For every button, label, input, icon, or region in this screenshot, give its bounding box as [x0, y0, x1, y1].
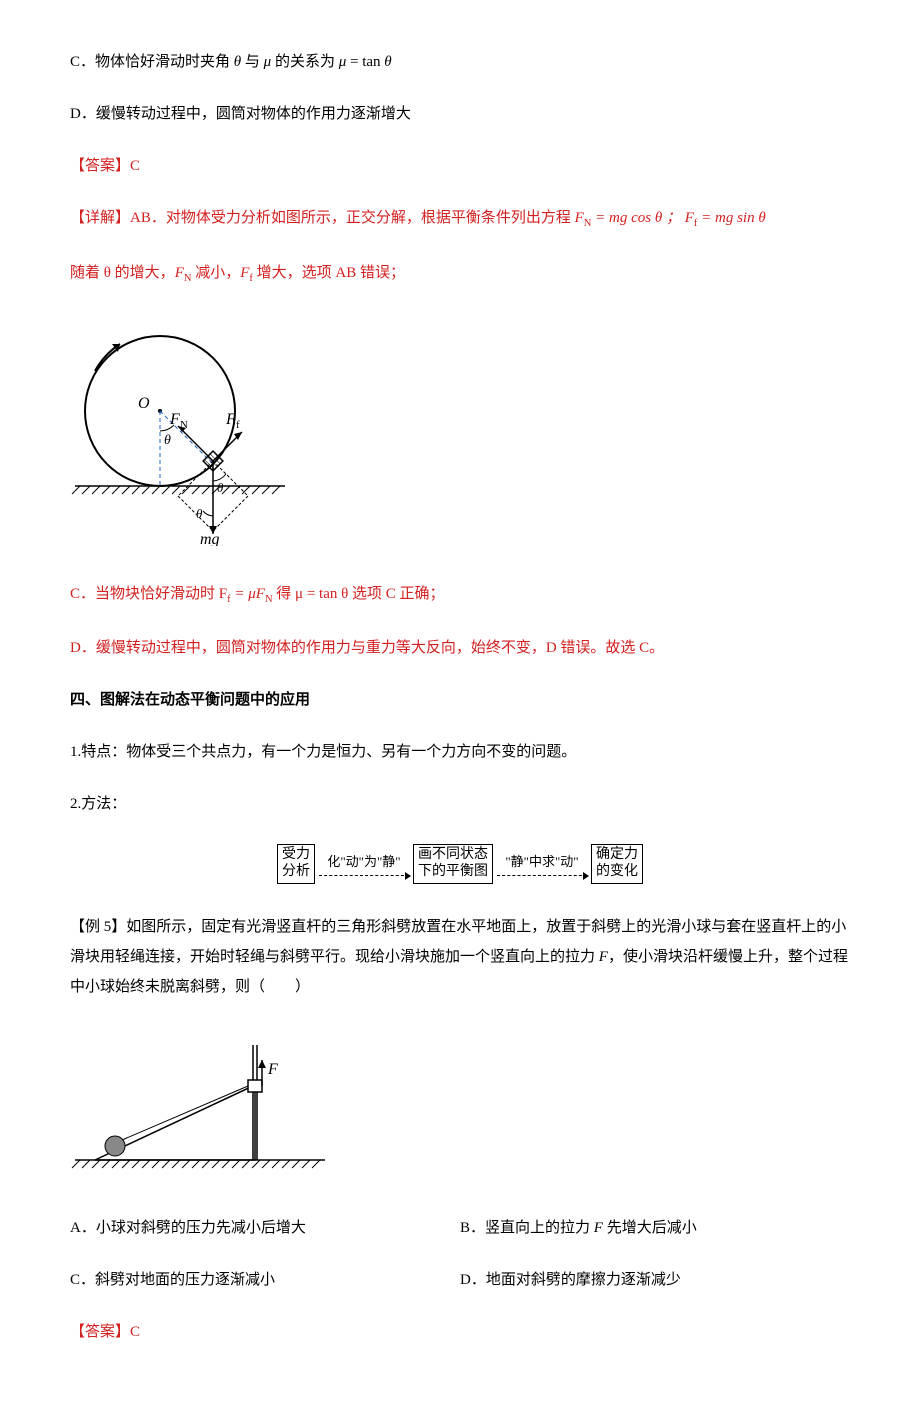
eq2-F: F	[685, 210, 694, 226]
eq1-F: F	[575, 210, 584, 226]
flow-arrow2: "静"中求"动"	[497, 852, 587, 876]
explain-d: D．缓慢转动过程中，圆筒对物体的作用力与重力等大反向，始终不变，D 错误。故选 …	[70, 636, 850, 660]
svg-text:F: F	[225, 411, 236, 428]
flow-box2: 画不同状态 下的平衡图	[413, 844, 493, 884]
example5: 【例 5】如图所示，固定有光滑竖直杆的三角形斜劈放置在水平地面上，放置于斜劈上的…	[70, 912, 850, 1002]
flow-box2-l2: 下的平衡图	[418, 864, 488, 881]
explain-ab-l2-end: 增大，选项 AB 错误；	[253, 265, 405, 281]
point2: 2.方法：	[70, 792, 850, 816]
svg-text:f: f	[236, 419, 240, 431]
explain-ab-l2-mid1: 减小，	[191, 265, 240, 281]
explain-c-end: 得 μ = tan θ 选项 C 正确；	[273, 586, 445, 602]
flow-box3: 确定力 的变化	[591, 844, 643, 884]
options-row-2: C．斜劈对地面的压力逐渐减小 D．地面对斜劈的摩擦力逐渐减少	[70, 1268, 850, 1292]
explain-ab-line1: 【详解】AB．对物体受力分析如图所示，正交分解，根据平衡条件列出方程 FN = …	[70, 206, 850, 233]
flow-box1-l2: 分析	[282, 864, 310, 881]
eq2-end: = mg sin θ	[697, 210, 765, 226]
opt-d: D．地面对斜劈的摩擦力逐渐减少	[460, 1268, 850, 1292]
explain-label: 【详解】	[70, 210, 130, 226]
svg-text:F: F	[169, 411, 180, 428]
opt-b: B．竖直向上的拉力 F 先增大后减小	[460, 1216, 850, 1240]
svg-text:θ: θ	[164, 433, 171, 448]
opt-c: C．斜劈对地面的压力逐渐减小	[70, 1268, 460, 1292]
answer2-line: 【答案】C	[70, 1320, 850, 1344]
flow-arrow1: 化"动"为"静"	[319, 852, 409, 876]
flow-arrow2-label: "静"中求"动"	[505, 852, 578, 873]
diagram-cylinder: O θ F N F f mg θ	[70, 316, 850, 554]
flow-arrow1-label: 化"动"为"静"	[327, 852, 400, 873]
answer2-value: C	[130, 1324, 140, 1340]
explain-c: C．当物块恰好滑动时 Ff = μFN 得 μ = tan θ 选项 C 正确；	[70, 582, 850, 609]
answer-label: 【答案】	[70, 158, 130, 174]
svg-text:O: O	[138, 395, 150, 412]
option-d-top: D．缓慢转动过程中，圆筒对物体的作用力逐渐增大	[70, 102, 850, 126]
diagram-incline: F	[70, 1030, 850, 1188]
opt-a: A．小球对斜劈的压力先减小后增大	[70, 1216, 460, 1240]
answer-line: 【答案】C	[70, 154, 850, 178]
explain-ab-l2-fn: F	[175, 265, 184, 281]
flow-box3-l2: 的变化	[596, 864, 638, 881]
example5-label: 【例 5】	[70, 919, 126, 935]
section4-title: 四、图解法在动态平衡问题中的应用	[70, 688, 850, 712]
svg-text:mg: mg	[200, 531, 220, 546]
svg-text:N: N	[180, 419, 188, 431]
flow-diagram: 受力 分析 化"动"为"静" 画不同状态 下的平衡图 "静"中求"动" 确定力 …	[70, 844, 850, 884]
explain-ab-prefix: AB．对物体受力分析如图所示，正交分解，根据平衡条件列出方程	[130, 210, 571, 226]
explain-c-mid: = μF	[231, 586, 265, 602]
flow-box2-l1: 画不同状态	[418, 847, 488, 864]
svg-text:θ: θ	[196, 506, 203, 521]
answer2-label: 【答案】	[70, 1324, 130, 1340]
options-row-1: A．小球对斜劈的压力先减小后增大 B．竖直向上的拉力 F 先增大后减小	[70, 1216, 850, 1240]
svg-text:θ: θ	[217, 480, 224, 495]
flow-box1-l1: 受力	[282, 847, 310, 864]
flow-box1: 受力 分析	[277, 844, 315, 884]
option-c-top: C．物体恰好滑动时夹角 θ 与 μ 的关系为 μ = tan θ	[70, 50, 850, 74]
point1: 1.特点：物体受三个共点力，有一个力是恒力、另有一个力方向不变的问题。	[70, 740, 850, 764]
example5-text: 如图所示，固定有光滑竖直杆的三角形斜劈放置在水平地面上，放置于斜劈上的光滑小球与…	[70, 919, 848, 995]
explain-ab-line2: 随着 θ 的增大，FN 减小，Ff 增大，选项 AB 错误；	[70, 261, 850, 288]
explain-c-sub2: N	[265, 594, 273, 605]
svg-text:F: F	[267, 1061, 278, 1078]
explain-ab-l2-ff: F	[240, 265, 249, 281]
explain-ab-l2-pre: 随着 θ 的增大，	[70, 265, 175, 281]
explain-c-pre: C．当物块恰好滑动时 F	[70, 586, 227, 602]
answer-value: C	[130, 158, 140, 174]
eq1-mid: = mg cos θ ；	[591, 210, 681, 226]
flow-box3-l1: 确定力	[596, 847, 638, 864]
